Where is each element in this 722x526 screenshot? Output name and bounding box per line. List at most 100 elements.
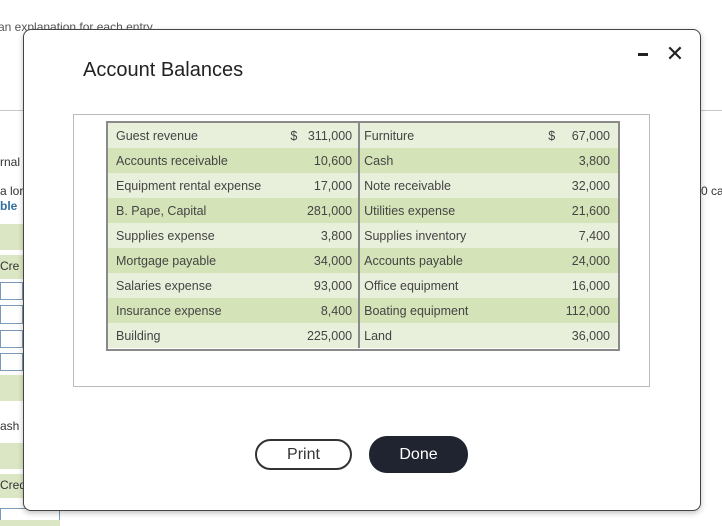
close-icon[interactable]: ✕ xyxy=(665,41,685,66)
account-name: Office equipment xyxy=(358,273,521,298)
account-name: Mortgage payable xyxy=(108,248,265,273)
table-row: Supplies expense 3,800 Supplies inventory 7… xyxy=(108,223,618,248)
account-amount: 225,000 xyxy=(306,328,353,343)
account-amount-cell: 225,000 xyxy=(264,323,361,348)
currency-symbol xyxy=(264,179,290,193)
minimize-icon[interactable] xyxy=(636,51,650,57)
account-amount-cell: $311,000 xyxy=(264,123,361,148)
account-amount-cell: 3,800 xyxy=(264,223,361,248)
background-input-field[interactable] xyxy=(0,305,23,324)
currency-symbol xyxy=(264,279,290,293)
account-amount: 21,600 xyxy=(571,203,610,218)
background-header-row xyxy=(0,255,24,279)
currency-symbol: $ xyxy=(290,128,298,143)
account-amount-cell: 21,600 xyxy=(520,198,618,223)
table-row: Salaries expense 93,000 Office equipment 16… xyxy=(108,273,618,298)
table-row: Guest revenue $311,000 Furniture $67,000 xyxy=(108,123,618,148)
table-row: Accounts receivable 10,600 Cash 3,800 xyxy=(108,148,618,173)
table-row: Equipment rental expense 17,000 Note recei… xyxy=(108,173,618,198)
account-amount: 311,000 xyxy=(307,128,353,143)
table-row: Building 225,000 Land 36,000 xyxy=(108,323,618,348)
balances-table: Guest revenue $311,000 Furniture $67,000 Acc… xyxy=(108,123,618,348)
account-name: Salaries expense xyxy=(108,273,265,298)
account-name: B. Pape, Capital xyxy=(108,198,265,223)
account-amount-cell: 3,800 xyxy=(520,148,618,173)
table-row: B. Pape, Capital 281,000 Utilities expense… xyxy=(108,198,618,223)
currency-symbol xyxy=(264,254,290,268)
account-name: Supplies expense xyxy=(108,223,265,248)
account-name: Cash xyxy=(358,148,521,173)
account-name: Building xyxy=(108,323,265,348)
account-amount: 7,400 xyxy=(578,228,610,243)
account-amount: 3,800 xyxy=(578,153,610,168)
account-name: Note receivable xyxy=(358,173,521,198)
account-amount: 24,000 xyxy=(571,253,610,268)
dialog-title: Account Balances xyxy=(83,59,244,81)
account-name: Land xyxy=(358,323,521,348)
account-amount-cell: 112,000 xyxy=(520,298,618,323)
done-button[interactable]: Done xyxy=(369,436,468,473)
currency-symbol xyxy=(520,279,548,293)
account-amount: 8,400 xyxy=(320,303,353,318)
account-name: Equipment rental expense xyxy=(108,173,265,198)
account-amount: 281,000 xyxy=(306,203,353,218)
account-name: Accounts receivable xyxy=(108,148,265,173)
background-header-row xyxy=(0,224,24,250)
account-amount: 34,000 xyxy=(313,253,353,268)
account-name: Boating equipment xyxy=(358,298,521,323)
currency-symbol xyxy=(520,229,548,243)
background-credit-label: Cred xyxy=(0,478,27,492)
account-name: Supplies inventory xyxy=(358,223,521,248)
currency-symbol xyxy=(520,329,548,343)
account-amount: 112,000 xyxy=(565,303,610,318)
account-amount-cell: 24,000 xyxy=(520,248,618,273)
account-amount-cell: $67,000 xyxy=(520,123,618,148)
account-amount-cell: 34,000 xyxy=(264,248,361,273)
account-balances-dialog: Account Balances ✕ Guest revenue $311,000… xyxy=(23,29,701,511)
balances-table-frame: Guest revenue $311,000 Furniture $67,000 Acc… xyxy=(106,121,620,351)
account-amount-cell: 7,400 xyxy=(520,223,618,248)
background-loan-label: a lor xyxy=(0,184,24,198)
background-input-field[interactable] xyxy=(0,282,23,300)
account-amount: 32,000 xyxy=(571,178,610,193)
account-amount: 16,000 xyxy=(571,278,610,293)
background-header-row xyxy=(0,375,24,401)
background-header-row xyxy=(0,443,24,469)
background-input-field[interactable] xyxy=(0,353,23,371)
print-button[interactable]: Print xyxy=(255,439,352,470)
background-header-row xyxy=(0,520,60,526)
background-right-label: 0 ca xyxy=(701,184,722,198)
background-input-field[interactable] xyxy=(0,330,23,348)
currency-symbol xyxy=(264,154,290,168)
currency-symbol xyxy=(520,204,548,218)
account-amount-cell: 8,400 xyxy=(264,298,361,323)
currency-symbol xyxy=(264,229,290,243)
currency-symbol xyxy=(520,179,548,193)
currency-symbol xyxy=(264,329,290,343)
account-amount: 3,800 xyxy=(320,228,353,243)
account-amount: 10,600 xyxy=(313,153,353,168)
account-name: Guest revenue xyxy=(108,123,265,148)
background-cash-label: ash xyxy=(0,419,20,433)
background-journal-label: rnal xyxy=(0,155,21,169)
background-divider-right xyxy=(699,110,722,111)
background-header-row xyxy=(0,474,24,498)
background-divider xyxy=(0,110,24,111)
account-amount: 36,000 xyxy=(571,328,610,343)
account-amount: 93,000 xyxy=(313,278,353,293)
account-amount-cell: 281,000 xyxy=(264,198,361,223)
balances-panel: Guest revenue $311,000 Furniture $67,000 Acc… xyxy=(73,114,650,387)
background-table-label: ble xyxy=(0,199,18,213)
currency-symbol xyxy=(520,154,548,168)
currency-symbol xyxy=(520,254,548,268)
table-row: Insurance expense 8,400 Boating equipment 1… xyxy=(108,298,618,323)
account-amount-cell: 32,000 xyxy=(520,173,618,198)
account-amount: 67,000 xyxy=(571,128,610,143)
currency-symbol: $ xyxy=(548,128,556,143)
account-amount: 17,000 xyxy=(313,178,353,193)
currency-symbol xyxy=(520,304,548,318)
account-amount-cell: 17,000 xyxy=(264,173,361,198)
account-name: Furniture xyxy=(358,123,521,148)
account-amount-cell: 16,000 xyxy=(520,273,618,298)
account-name: Insurance expense xyxy=(108,298,265,323)
